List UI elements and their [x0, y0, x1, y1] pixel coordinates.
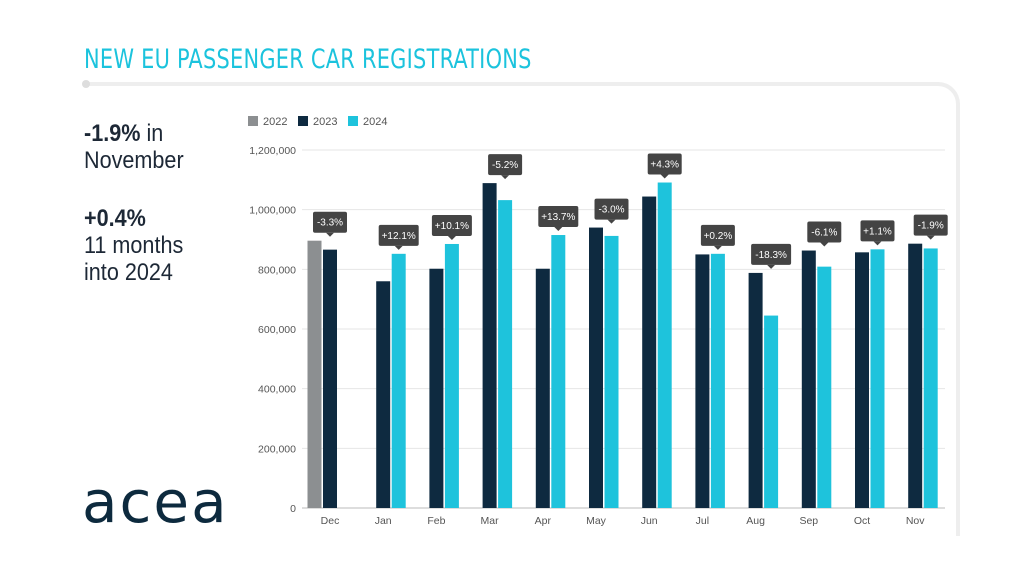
callout-box: [751, 243, 792, 265]
bar-2024-aug: [764, 315, 779, 508]
bar-2024-oct: [870, 249, 885, 508]
callout-label: -3.0%: [598, 205, 624, 216]
bar-2023-jun: [642, 196, 657, 509]
bar-2023-jan: [376, 281, 391, 508]
callout-label: -6.1%: [811, 228, 837, 239]
x-tick-label: Nov: [906, 515, 925, 527]
callout-box: [807, 221, 842, 243]
legend-label-2023: 2023: [313, 116, 337, 128]
bar-2023-dec: [323, 249, 337, 509]
y-tick-label: 0: [290, 503, 296, 515]
bar-2024-nov: [923, 248, 938, 508]
bar-2024-jul: [710, 253, 725, 508]
callout-pointer: [326, 232, 334, 237]
callout-pointer: [767, 264, 776, 269]
x-tick-label: Aug: [746, 515, 765, 527]
bar-2023-oct: [855, 252, 869, 508]
bar-2024-sep: [817, 266, 832, 508]
x-tick-label: Sep: [799, 515, 818, 527]
x-tick-label: Oct: [854, 515, 870, 527]
bar-2023-jul: [695, 254, 710, 508]
callout-pointer: [713, 245, 722, 250]
legend-swatch-2023: [298, 116, 308, 126]
bar-2024-jan: [391, 253, 406, 508]
legend-swatch-2024: [348, 116, 358, 126]
bar-2024-mar: [498, 200, 513, 508]
callout-pointer: [820, 242, 829, 247]
monthly-change-period: November: [84, 147, 184, 174]
y-tick-label: 200,000: [258, 443, 296, 455]
page-title: NEW EU PASSENGER CAR REGISTRATIONS: [84, 44, 532, 75]
x-tick-label: Feb: [427, 515, 445, 527]
callout-box: [700, 224, 735, 246]
bar-2023-apr: [535, 268, 550, 508]
bar-2024-may: [604, 235, 619, 509]
callout-label: -18.3%: [755, 250, 787, 261]
callout-box: [860, 220, 895, 242]
bar-2023-aug: [748, 272, 763, 508]
legend-swatch-2022: [248, 116, 258, 126]
callout-label: +13.7%: [541, 212, 575, 223]
x-tick-label: May: [586, 515, 607, 527]
callout-box: [594, 198, 629, 220]
callout-label: +12.1%: [382, 231, 416, 242]
callout-box: [378, 224, 419, 246]
ytd-line-2: into 2024: [84, 259, 173, 286]
bar-2023-may: [589, 227, 603, 509]
callout-pointer: [447, 235, 456, 240]
decorative-frame: [86, 82, 960, 536]
callout-box: [431, 214, 472, 236]
callout-pointer: [554, 227, 563, 232]
bar-2024-apr: [551, 235, 566, 508]
bar-2023-nov: [908, 243, 923, 508]
bar-2024-feb: [444, 243, 459, 508]
callout-pointer: [501, 175, 510, 180]
ytd-line-1: 11 months: [84, 232, 184, 259]
bar-2022-dec: [307, 240, 322, 508]
bar-2024-jun: [657, 182, 672, 509]
ytd-change-stat: +0.4% 11 months into 2024: [84, 205, 183, 286]
callout-pointer: [926, 235, 935, 240]
callout-pointer: [660, 174, 669, 179]
callout-pointer: [607, 219, 616, 224]
callout-box: [488, 154, 523, 176]
callout-box: [538, 206, 579, 228]
x-tick-label: Mar: [481, 515, 500, 527]
callout-label: +1.1%: [863, 226, 892, 237]
x-tick-label: Jun: [641, 515, 658, 527]
callout-pointer: [873, 241, 882, 246]
callout-label: -1.9%: [918, 221, 944, 232]
y-tick-label: 1,000,000: [249, 205, 296, 217]
callout-label: +4.3%: [650, 160, 679, 171]
y-tick-label: 800,000: [258, 264, 296, 276]
x-tick-label: Dec: [321, 515, 340, 527]
legend-label-2024: 2024: [363, 116, 387, 128]
y-tick-label: 600,000: [258, 324, 296, 336]
callout-pointer: [394, 245, 403, 250]
bar-2023-sep: [801, 250, 816, 508]
acea-logo: acea: [82, 468, 229, 536]
bar-2023-mar: [482, 183, 497, 509]
y-tick-label: 1,200,000: [249, 145, 296, 157]
callout-label: +10.1%: [435, 221, 469, 232]
monthly-change-text: in: [146, 120, 164, 147]
legend-label-2022: 2022: [263, 116, 287, 128]
monthly-change-value: -1.9%: [84, 120, 141, 147]
callout-box: [313, 211, 347, 233]
callout-box: [913, 214, 948, 236]
y-tick-label: 400,000: [258, 384, 296, 396]
callout-label: +0.2%: [704, 231, 733, 242]
ytd-change-value: +0.4%: [84, 205, 146, 232]
bar-2023-feb: [429, 268, 444, 508]
x-tick-label: Jul: [696, 515, 709, 527]
callout-label: -3.3%: [317, 218, 343, 229]
frame-dot: [82, 80, 90, 88]
x-tick-label: Jan: [375, 515, 392, 527]
x-tick-label: Apr: [535, 515, 552, 527]
monthly-change-stat: -1.9% in November: [84, 120, 184, 174]
callout-label: -5.2%: [492, 160, 518, 171]
callout-box: [647, 153, 682, 175]
